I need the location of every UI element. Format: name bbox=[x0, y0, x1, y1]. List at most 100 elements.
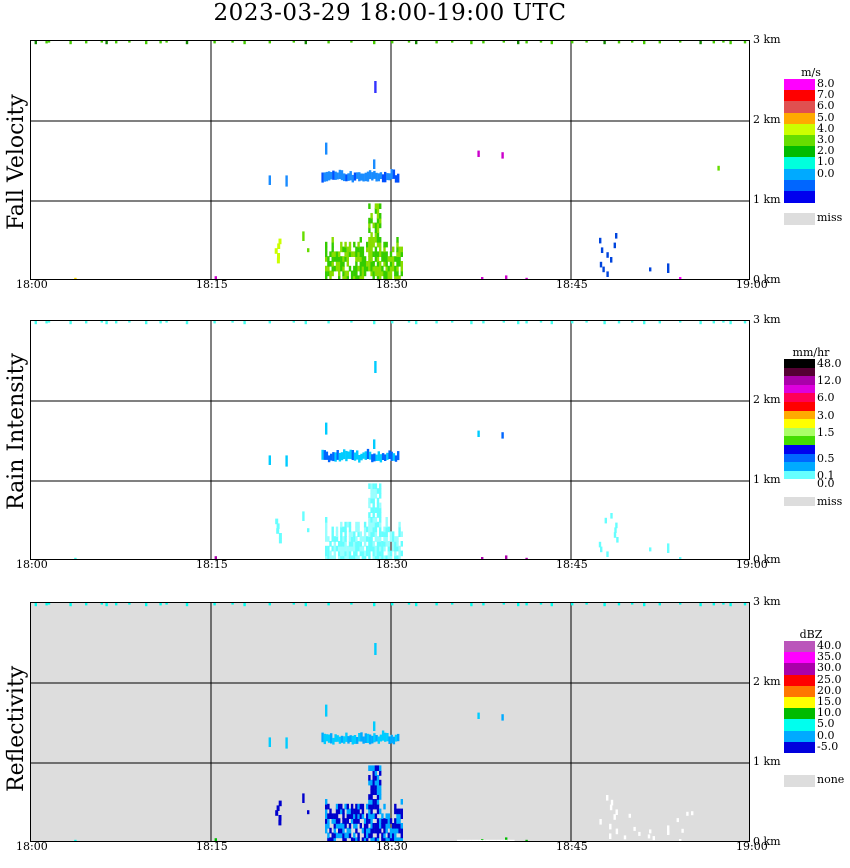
data-cell bbox=[331, 251, 334, 257]
data-cell bbox=[372, 497, 375, 504]
data-cell bbox=[385, 517, 388, 523]
data-cell bbox=[633, 826, 636, 831]
data-cell bbox=[387, 545, 390, 552]
data-cell bbox=[398, 246, 401, 253]
data-cell bbox=[353, 172, 357, 181]
data-cell bbox=[348, 808, 352, 815]
data-cell bbox=[344, 531, 347, 537]
data-cell bbox=[350, 545, 354, 552]
data-cell bbox=[243, 41, 246, 45]
data-cell bbox=[388, 736, 391, 744]
data-cell bbox=[338, 555, 341, 559]
colorbar-swatch bbox=[784, 479, 815, 489]
data-cell bbox=[383, 261, 386, 267]
data-cell bbox=[394, 837, 397, 841]
data-cell bbox=[389, 261, 393, 267]
data-cell bbox=[344, 521, 347, 528]
panel-plot bbox=[31, 41, 749, 279]
data-cell bbox=[331, 832, 334, 839]
data-cell bbox=[374, 775, 378, 781]
x-tick-label: 18:15 bbox=[196, 558, 228, 571]
data-cell bbox=[105, 41, 108, 45]
data-cell bbox=[363, 265, 367, 272]
data-cell bbox=[368, 832, 371, 839]
data-cell bbox=[350, 321, 353, 323]
data-cell bbox=[350, 803, 354, 810]
data-cell bbox=[376, 251, 380, 257]
data-cell bbox=[379, 550, 382, 557]
data-cell bbox=[373, 159, 376, 169]
data-cell bbox=[501, 432, 504, 439]
data-cell bbox=[383, 526, 386, 533]
data-cell bbox=[376, 521, 380, 528]
data-cell bbox=[387, 832, 390, 839]
data-cell bbox=[379, 237, 382, 243]
data-cell bbox=[333, 823, 336, 829]
data-cell bbox=[376, 541, 380, 547]
data-cell bbox=[374, 789, 378, 795]
data-cell bbox=[346, 803, 349, 810]
data-cell bbox=[729, 41, 732, 45]
data-cell bbox=[372, 512, 375, 518]
data-cell bbox=[348, 832, 352, 839]
colorbar-swatch bbox=[784, 462, 815, 472]
data-cell bbox=[385, 555, 388, 559]
data-cell bbox=[502, 603, 505, 605]
data-cell bbox=[338, 169, 342, 179]
data-cell bbox=[501, 714, 504, 721]
data-cell bbox=[370, 789, 373, 795]
data-cell bbox=[366, 832, 369, 839]
data-cell bbox=[398, 531, 401, 537]
data-cell bbox=[292, 603, 295, 605]
data-cell bbox=[325, 241, 328, 248]
data-cell bbox=[392, 169, 396, 179]
data-cell bbox=[304, 603, 307, 607]
colorbar-swatch bbox=[784, 123, 815, 136]
data-cell bbox=[344, 555, 347, 559]
data-cell bbox=[376, 265, 380, 272]
data-cell bbox=[376, 237, 380, 243]
data-cell bbox=[329, 550, 332, 557]
data-cell bbox=[325, 827, 328, 834]
data-cell bbox=[363, 555, 367, 559]
data-cell bbox=[361, 265, 365, 272]
data-cell bbox=[394, 265, 397, 272]
data-cell bbox=[394, 270, 397, 277]
colorbar-swatch bbox=[784, 496, 815, 506]
data-cell bbox=[74, 557, 77, 559]
data-cell bbox=[368, 203, 371, 209]
data-cell bbox=[361, 256, 365, 262]
data-cell bbox=[327, 555, 330, 559]
data-cell bbox=[355, 275, 358, 279]
data-cell bbox=[333, 256, 336, 262]
data-cell bbox=[381, 813, 384, 819]
data-cell bbox=[368, 497, 371, 504]
data-cell bbox=[346, 813, 349, 819]
data-cell bbox=[368, 734, 372, 745]
data-cell bbox=[327, 41, 330, 44]
data-cell bbox=[381, 823, 384, 829]
data-cell bbox=[658, 41, 661, 44]
colorbar-label: 12.0 bbox=[817, 374, 842, 388]
data-cell bbox=[366, 545, 369, 552]
data-cell bbox=[398, 550, 401, 557]
data-cell bbox=[507, 839, 511, 841]
data-cell bbox=[47, 41, 51, 43]
data-cell bbox=[342, 261, 345, 267]
data-cell bbox=[477, 712, 480, 719]
data-cell bbox=[346, 545, 349, 552]
data-cell bbox=[383, 536, 386, 542]
data-cell bbox=[379, 555, 382, 559]
data-cell bbox=[379, 241, 382, 248]
data-cell bbox=[285, 737, 288, 749]
x-tick-label: 18:45 bbox=[556, 558, 588, 571]
data-cell bbox=[344, 241, 347, 248]
data-cell bbox=[372, 521, 375, 528]
colorbar-swatch bbox=[784, 775, 815, 788]
x-tick-label: 18:00 bbox=[16, 558, 48, 571]
data-cell bbox=[379, 261, 382, 267]
data-cell bbox=[370, 837, 373, 841]
data-cell bbox=[398, 521, 401, 528]
data-cell bbox=[361, 808, 365, 815]
data-cell bbox=[571, 41, 574, 44]
